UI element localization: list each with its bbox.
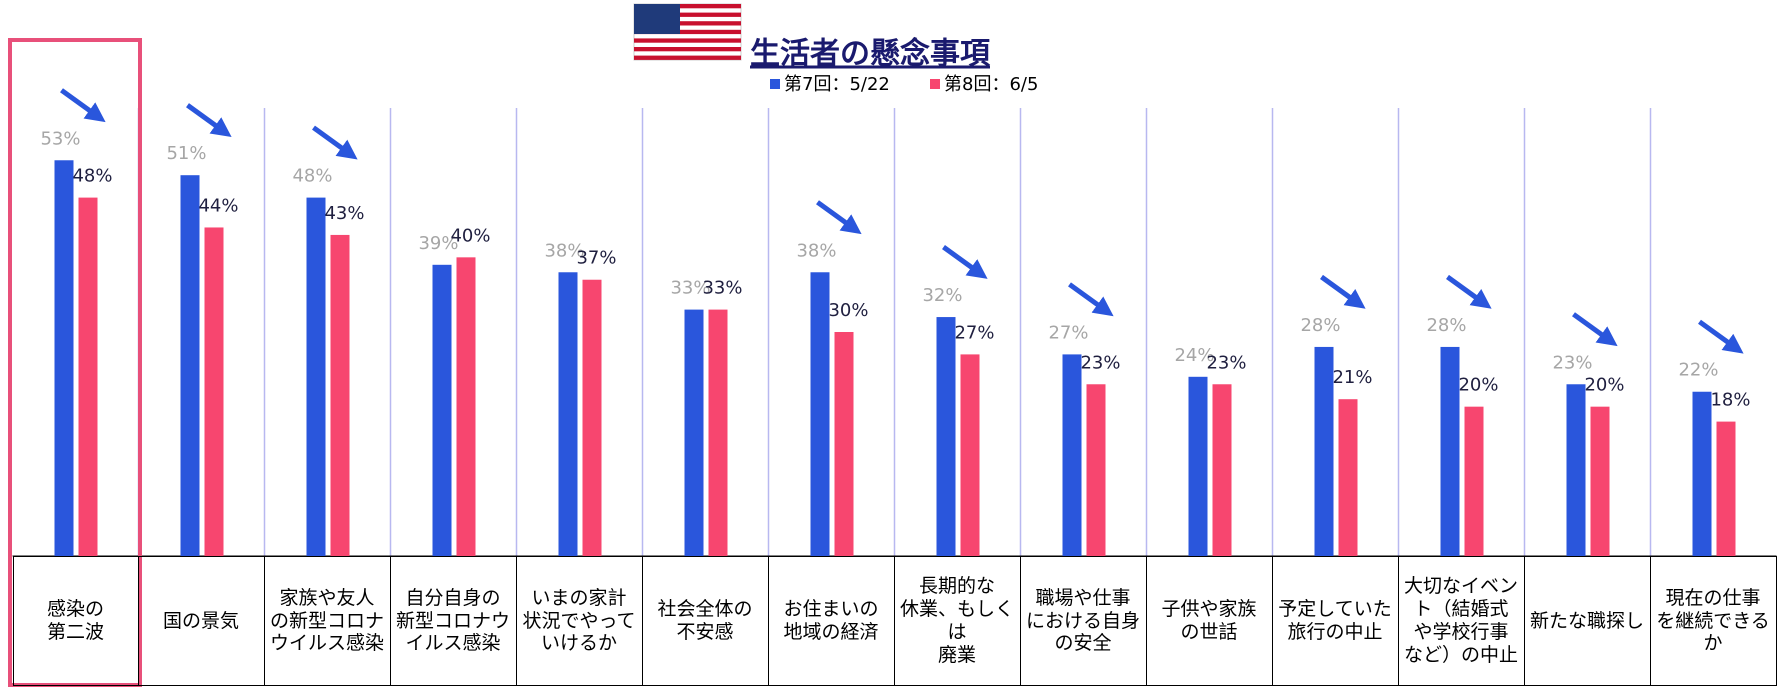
bar [1188, 376, 1208, 556]
trend-arrow [816, 200, 862, 235]
legend-label: 第7回：5/22 [784, 74, 890, 95]
value-label: 20% [1584, 375, 1624, 396]
value-label: 21% [1332, 367, 1372, 388]
flag [633, 3, 742, 61]
bar [1338, 399, 1358, 556]
bar [582, 279, 602, 556]
value-label: 30% [828, 300, 868, 321]
value-label: 33% [702, 278, 742, 299]
bar [1566, 384, 1586, 556]
bar [204, 227, 224, 556]
trend-arrow [1320, 274, 1366, 309]
bar [1212, 384, 1232, 556]
value-label: 37% [576, 248, 616, 269]
value-label: 23% [1552, 352, 1592, 373]
category-label: 家族や友人 の新型コロナ ウイルス感染 [264, 556, 391, 686]
bar [936, 317, 956, 556]
value-label: 27% [1048, 322, 1088, 343]
category-label: 自分自身の 新型コロナウ イルス感染 [390, 556, 517, 686]
value-label: 22% [1678, 360, 1718, 381]
bar [708, 309, 728, 556]
value-label: 43% [324, 203, 364, 224]
bar [180, 175, 200, 556]
value-label: 33% [670, 278, 710, 299]
bar [960, 354, 980, 556]
category-label: 社会全体の 不安感 [642, 556, 769, 686]
value-label: 27% [954, 322, 994, 343]
value-label: 48% [72, 166, 112, 187]
legend-label: 第8回：6/5 [944, 74, 1038, 95]
bar [810, 272, 830, 556]
value-label: 38% [796, 240, 836, 261]
trend-arrow [1698, 319, 1744, 354]
trend-arrow [312, 125, 358, 160]
category-label: 現在の仕事 を継続できる か [1650, 556, 1777, 686]
bar [1590, 406, 1610, 556]
trend-arrow [1068, 282, 1114, 317]
value-label: 28% [1300, 315, 1340, 336]
category-label: 感染の 第二波 [12, 556, 139, 686]
value-label: 40% [450, 225, 490, 246]
trend-arrow [186, 103, 232, 138]
bar [1062, 354, 1082, 556]
bar [54, 160, 74, 556]
value-label: 24% [1174, 345, 1214, 366]
category-label: 予定していた 旅行の中止 [1272, 556, 1399, 686]
category-label: 国の景気 [138, 556, 265, 686]
category-label: 大切なイベン ト（結婚式 や学校行事 など）の中止 [1398, 556, 1525, 686]
bar [1086, 384, 1106, 556]
bar [1314, 346, 1334, 556]
category-label: 子供や家族 の世話 [1146, 556, 1273, 686]
bar [684, 309, 704, 556]
bar [456, 257, 476, 556]
bar [330, 234, 350, 556]
category-label: いまの家計 状況でやって いけるか [516, 556, 643, 686]
category-label: お住まいの 地域の経済 [768, 556, 895, 686]
value-label: 53% [40, 128, 80, 149]
bar [1692, 391, 1712, 556]
bar [1716, 421, 1736, 556]
bar [1464, 406, 1484, 556]
bar [558, 272, 578, 556]
trend-arrow [1446, 274, 1492, 309]
bar [306, 197, 326, 556]
bar [432, 264, 452, 556]
value-label: 39% [418, 233, 458, 254]
bar [834, 332, 854, 556]
value-label: 44% [198, 195, 238, 216]
bar [1440, 346, 1460, 556]
bar [78, 197, 98, 556]
trend-arrow [1572, 312, 1618, 347]
value-label: 32% [922, 285, 962, 306]
trend-arrow [60, 88, 106, 123]
value-label: 18% [1710, 390, 1750, 411]
value-label: 23% [1206, 352, 1246, 373]
value-label: 48% [292, 166, 332, 187]
category-label: 職場や仕事 における自身 の安全 [1020, 556, 1147, 686]
category-label: 長期的な 休業、もしくは 廃業 [894, 556, 1021, 686]
legend-swatch [770, 79, 780, 89]
value-label: 28% [1426, 315, 1466, 336]
value-label: 20% [1458, 375, 1498, 396]
value-label: 23% [1080, 352, 1120, 373]
chart-title: 生活者の懸念事項 [750, 37, 991, 72]
value-label: 38% [544, 240, 584, 261]
value-label: 51% [166, 143, 206, 164]
legend-swatch [930, 79, 940, 89]
trend-arrow [942, 245, 988, 279]
category-label: 新たな職探し [1524, 556, 1651, 686]
